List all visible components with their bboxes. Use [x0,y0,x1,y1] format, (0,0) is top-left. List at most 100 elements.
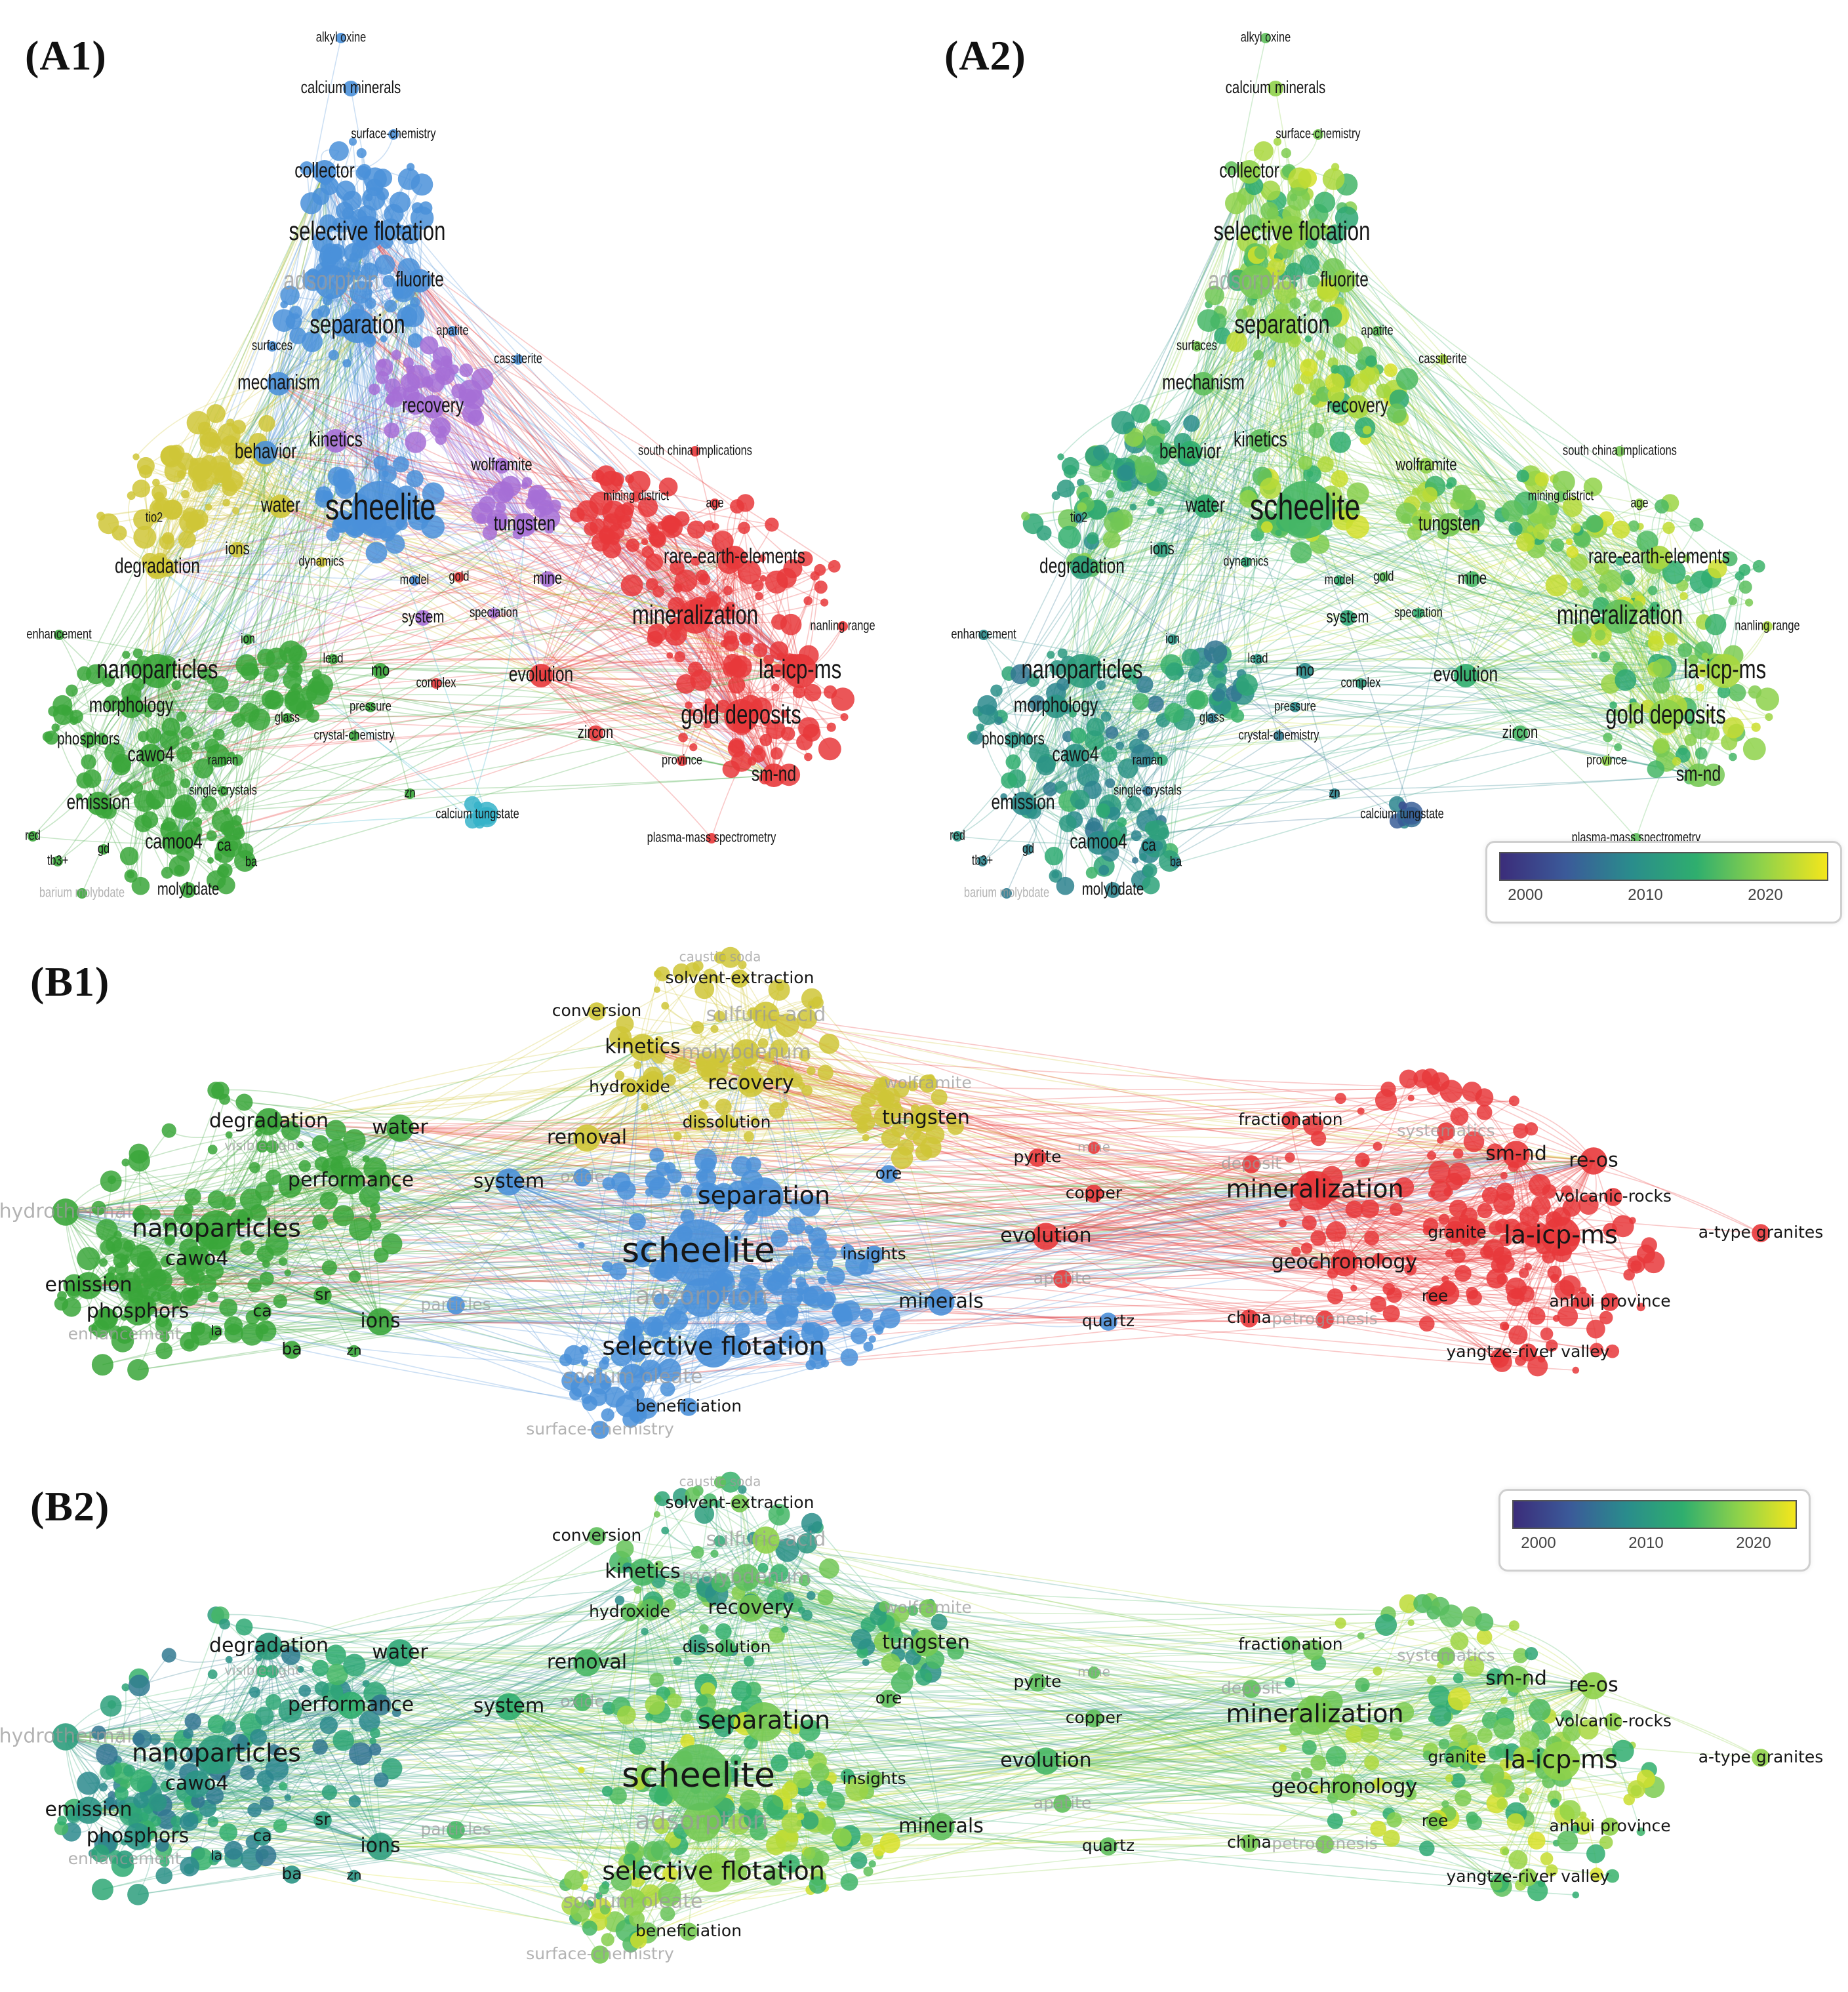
edge [1055,706,1135,805]
edge [1022,719,1184,804]
term-label: tungsten [1418,512,1480,535]
edge [88,1160,1594,1259]
edge [508,1181,1613,1352]
network-node [1594,560,1609,575]
edge [279,1180,352,1302]
edge [1332,506,1699,776]
network-node [1542,515,1557,530]
edge [1407,378,1725,672]
network-node [1115,741,1124,750]
network-node [1117,464,1134,481]
edge [1066,482,1206,507]
edge [1172,280,1345,640]
edge [157,670,252,863]
network-node [1100,711,1112,722]
network-node [1308,422,1325,439]
term-label: surface-chemistry [351,127,436,142]
edge [432,406,528,483]
edge [693,557,735,748]
edge [154,452,266,800]
term-label: surfaces [252,338,292,354]
edge [1221,675,1466,690]
edge [597,526,774,776]
edge [131,539,607,707]
network-node [186,411,211,435]
edge [705,557,735,725]
network-node [783,559,803,579]
network-node [1102,531,1121,548]
network-node [755,592,763,601]
network-node [641,546,654,558]
edge [157,485,511,568]
network-node [498,487,513,502]
network-node [1565,538,1573,546]
network-node [1287,187,1310,211]
network-node [365,542,388,564]
edge [91,778,174,844]
network-node [823,685,837,699]
network-node [328,350,339,361]
network-node [803,596,813,605]
edge [769,1056,927,1119]
edge [98,525,662,804]
network-node [1653,676,1670,694]
edge [98,1180,352,1211]
edge [157,528,550,672]
network-node [765,570,788,594]
edge [1465,539,1583,676]
edge [1006,325,1283,894]
edge [157,529,654,672]
term-label: phosphors [57,729,120,748]
edge [331,281,369,506]
edge [344,276,381,510]
edge [210,452,266,681]
network-node [1411,509,1433,531]
term-label: barium molybdate [964,885,1049,901]
edge [98,719,260,804]
year-colorbar-a2: 2000 2010 2020 [1485,841,1842,924]
network-node [1235,674,1258,696]
network-node [334,478,357,499]
edge [1190,452,1538,523]
term-label: province [1586,753,1627,769]
network-node [1603,733,1613,742]
edge [81,325,358,894]
edge [472,524,525,805]
edge [1246,280,1345,685]
edge [1022,229,1316,804]
edge [1465,675,1607,762]
network-node [132,678,145,691]
edge [1093,775,1699,792]
network-node [620,574,643,597]
network-node [1044,695,1068,718]
edge [98,503,715,804]
term-label: mining district [1528,489,1594,504]
edge [357,325,364,502]
edge [1516,1154,1565,1290]
edge [184,281,332,806]
edge [190,514,696,617]
network-node [1077,478,1085,487]
edge [1075,715,1238,756]
edge [540,675,708,725]
edge [88,1055,659,1286]
edge [540,675,694,748]
edge [666,1301,942,1336]
network-node [218,786,228,796]
network-node [279,640,303,664]
network-node [132,453,140,460]
network-node [670,560,685,575]
network-node [1235,308,1248,321]
network-node [529,664,553,687]
network-node [1105,726,1119,739]
network-node [181,490,190,498]
edge [131,701,709,718]
network-node [1627,702,1641,716]
edge [1105,232,1293,717]
edge [1081,487,1270,672]
term-label: water [260,493,300,517]
network-node [1601,756,1612,766]
edge [108,1236,1047,1319]
edge [586,1130,891,1139]
network-node [306,709,320,723]
